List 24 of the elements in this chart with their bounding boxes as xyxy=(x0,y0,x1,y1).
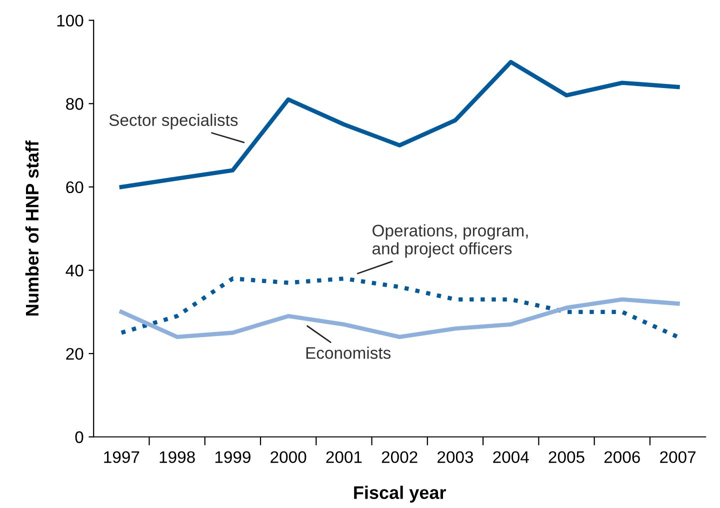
series-label: Economists xyxy=(306,346,391,359)
x-tick-label: 2007 xyxy=(660,451,696,464)
y-tick-label: 60 xyxy=(66,181,84,194)
x-tick-label: 1998 xyxy=(160,451,195,464)
x-tick-label: 2001 xyxy=(326,451,362,464)
x-tick-label: 2004 xyxy=(493,451,529,464)
x-tick-label: 2005 xyxy=(548,451,584,464)
x-tick-label: 1997 xyxy=(104,451,140,464)
y-tick-label: 20 xyxy=(66,348,84,360)
x-tick-label: 2003 xyxy=(438,451,474,464)
x-tick-label: 2002 xyxy=(382,451,418,464)
x-tick-label: 1999 xyxy=(215,451,250,464)
x-axis-title: Fiscal year xyxy=(354,486,446,503)
x-tick-label: 2000 xyxy=(270,451,306,464)
line-series xyxy=(119,276,680,339)
x-tick-label: 2006 xyxy=(604,451,640,464)
y-tick-label: 0 xyxy=(75,431,84,444)
y-tick-label: 80 xyxy=(66,98,84,110)
y-tick-label: 40 xyxy=(66,264,84,276)
y-tick-label: 100 xyxy=(57,14,84,27)
series-label: Sector specialists xyxy=(109,114,238,130)
series-label: Operations, program, and project officers xyxy=(372,224,528,258)
y-axis-title: Number of HNP staff xyxy=(25,140,39,316)
line-series xyxy=(119,297,680,339)
